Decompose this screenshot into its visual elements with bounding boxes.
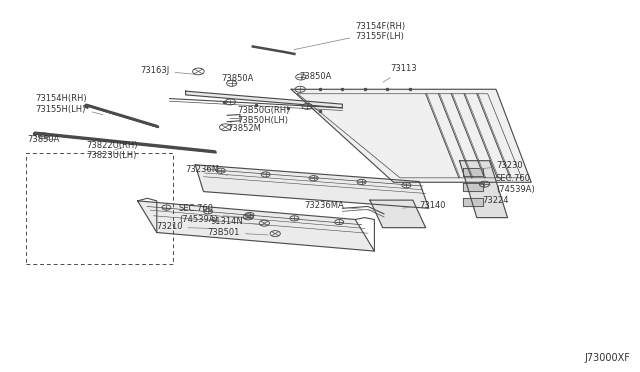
Text: J73000XF: J73000XF xyxy=(584,353,630,363)
Polygon shape xyxy=(463,198,483,206)
Text: 73850A: 73850A xyxy=(28,135,60,144)
Text: 73210: 73210 xyxy=(156,222,215,231)
Polygon shape xyxy=(138,201,374,251)
Text: 73140: 73140 xyxy=(403,201,445,210)
Text: SEC.760
(74539A): SEC.760 (74539A) xyxy=(485,174,535,194)
Text: 73B50G(RH)
73B50H(LH): 73B50G(RH) 73B50H(LH) xyxy=(230,106,289,125)
Text: 73850A: 73850A xyxy=(221,74,253,83)
Polygon shape xyxy=(463,168,483,176)
Text: 91314N: 91314N xyxy=(211,217,259,226)
Text: 73163J: 73163J xyxy=(140,66,195,75)
Text: 73154F(RH)
73155F(LH): 73154F(RH) 73155F(LH) xyxy=(294,22,405,49)
Polygon shape xyxy=(195,165,429,208)
Polygon shape xyxy=(291,89,531,182)
Text: 73822U(RH)
73823U(LH): 73822U(RH) 73823U(LH) xyxy=(86,141,138,160)
Text: 73852M: 73852M xyxy=(223,124,261,133)
Polygon shape xyxy=(186,91,342,108)
Text: 73236MA: 73236MA xyxy=(305,201,378,211)
Text: 73230: 73230 xyxy=(479,161,523,170)
Text: 73850A: 73850A xyxy=(300,72,332,84)
Bar xyxy=(26,153,173,264)
Polygon shape xyxy=(370,200,426,228)
Polygon shape xyxy=(460,161,508,218)
Text: 73113: 73113 xyxy=(383,64,417,82)
Text: SEC.760
(74539A): SEC.760 (74539A) xyxy=(179,204,245,224)
Text: 73B501: 73B501 xyxy=(207,228,268,237)
Text: 73236M: 73236M xyxy=(186,165,228,175)
Text: 73224: 73224 xyxy=(477,196,509,205)
Polygon shape xyxy=(463,183,483,191)
Text: 73154H(RH)
73155H(LH): 73154H(RH) 73155H(LH) xyxy=(35,94,103,115)
